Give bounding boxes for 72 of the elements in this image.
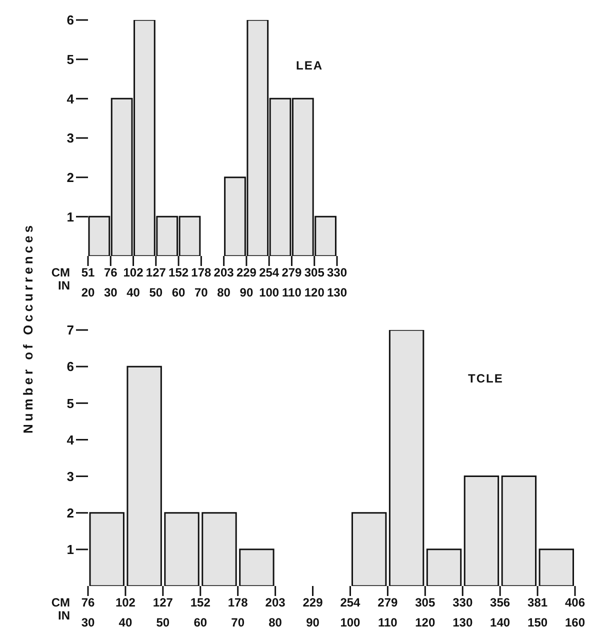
x2-tick-label: 178	[191, 266, 212, 280]
x2-tick-label: 76	[81, 596, 95, 610]
x2-tick-label: 330	[452, 596, 473, 610]
y-axis-title: Number of Occurrences	[20, 222, 36, 434]
y-tick-label: 6	[66, 359, 74, 374]
x2-axis-title: CM	[51, 595, 70, 610]
y-tick-label: 6	[66, 12, 74, 28]
x2-tick-label: 330	[326, 266, 348, 280]
x-tick-label: 150	[528, 616, 548, 630]
x2-tick-label: 229	[236, 266, 257, 280]
x-tick-label: 50	[149, 286, 163, 300]
x-tick-label: 100	[340, 616, 361, 630]
y-tick-label: 3	[66, 468, 74, 484]
x-tick-label: 20	[81, 286, 95, 300]
x-tick-label: 30	[104, 286, 118, 300]
y-tick-label: 5	[66, 52, 74, 67]
x2-tick-label: 203	[265, 596, 286, 610]
x-tick-label: 80	[268, 616, 282, 630]
x2-tick-label: 152	[168, 266, 189, 280]
y-tick-label: 7	[66, 322, 74, 338]
y-tick-label: 3	[66, 130, 74, 146]
y-tick-label: 4	[66, 432, 75, 448]
x-tick-label: 50	[156, 616, 170, 630]
x2-tick-label: 381	[528, 596, 548, 610]
x-tick-label: 100	[259, 286, 280, 300]
x2-tick-label: 178	[228, 596, 248, 610]
x-tick-label: 40	[126, 286, 140, 300]
x2-tick-label: 127	[152, 596, 174, 610]
x2-tick-label: 229	[302, 596, 324, 610]
x-tick-label: 120	[415, 616, 436, 630]
x2-tick-label: 51	[81, 266, 95, 280]
x2-tick-label: 203	[214, 266, 234, 280]
text: TCLE	[468, 372, 504, 386]
x-tick-label: 70	[194, 286, 208, 300]
x2-tick-label: 102	[123, 266, 144, 280]
x2-tick-label: 254	[340, 596, 361, 610]
x-tick-label: 30	[81, 616, 95, 630]
x-tick-label: 70	[231, 616, 245, 630]
x2-tick-label: 76	[104, 266, 118, 280]
x-tick-label: 60	[194, 616, 208, 630]
x-tick-label: 140	[490, 616, 510, 630]
y-tick-label: 4	[66, 91, 75, 106]
x2-tick-label: 254	[259, 266, 280, 280]
x-tick-label: 80	[217, 286, 231, 300]
x2-tick-label: 127	[146, 266, 166, 280]
x2-tick-label: 279	[378, 596, 398, 610]
x-tick-label: 120	[304, 286, 325, 300]
x-tick-label: 90	[306, 616, 320, 630]
x-tick-label: 40	[118, 616, 132, 630]
x-tick-label: 60	[172, 286, 186, 300]
x2-tick-label: 356	[490, 596, 510, 610]
y-tick-label: 2	[66, 170, 74, 185]
x2-axis-title: CM	[51, 265, 70, 280]
text: LEA	[296, 58, 323, 72]
x2-tick-label: 102	[115, 596, 136, 610]
x2-tick-label: 305	[415, 596, 436, 610]
x-tick-label: 110	[378, 616, 398, 630]
x-axis-title: IN	[58, 608, 70, 622]
y-tick-label: 2	[66, 505, 74, 520]
x2-tick-label: 152	[190, 596, 211, 610]
y-tick-label: 1	[66, 542, 74, 558]
x-tick-label: 110	[282, 286, 302, 300]
x-axis-title: IN	[58, 278, 70, 292]
x2-tick-label: 279	[282, 266, 302, 280]
x-tick-label: 130	[452, 616, 473, 630]
y-tick-label: 5	[66, 396, 74, 411]
y-tick-label: 1	[66, 209, 74, 224]
x-tick-label: 130	[326, 286, 348, 300]
x-tick-label: 160	[564, 616, 586, 630]
x2-tick-label: 305	[304, 266, 325, 280]
x-tick-label: 90	[240, 286, 254, 300]
x2-tick-label: 406	[564, 596, 586, 610]
